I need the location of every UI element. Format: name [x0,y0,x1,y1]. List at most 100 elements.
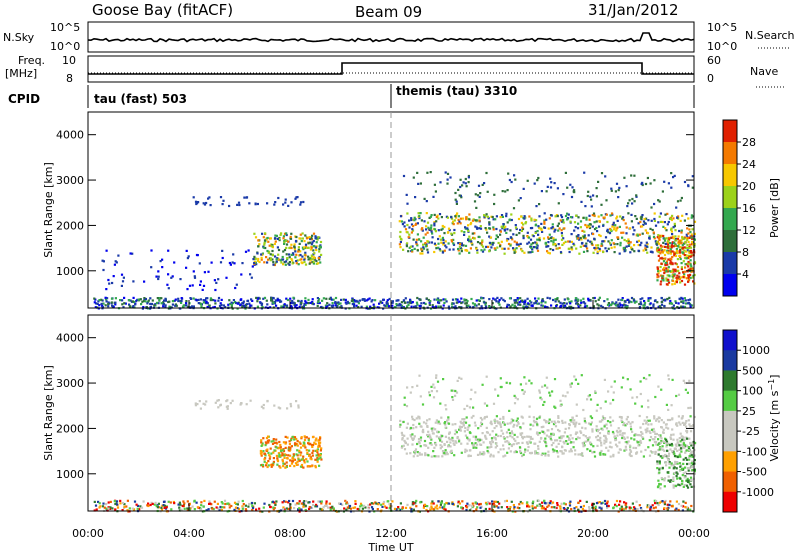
velocity-heatmap-cell [419,439,422,442]
power-heatmap-cell [507,304,510,307]
power-heatmap-cell [644,244,647,247]
velocity-heatmap-cell [303,442,306,445]
velocity-heatmap-cell [600,507,603,510]
power-heatmap-cell [243,305,246,308]
velocity-heatmap-cell [636,441,639,444]
velocity-heatmap-cell [550,438,553,442]
velocity-heatmap-cell [592,445,595,448]
velocity-heatmap-cell [490,445,493,448]
power-heatmap-cell [424,302,427,305]
velocity-heatmap-cell [617,427,620,430]
velocity-heatmap-cell [623,422,626,425]
velocity-heatmap-cell [693,470,696,473]
velocity-heatmap-cell [320,447,323,450]
power-heatmap-cell [594,248,597,251]
power-heatmap-cell [518,301,521,304]
power-heatmap-cell [275,304,278,307]
velocity-heatmap-cell [575,414,578,417]
velocity-heatmap-cell [116,506,120,509]
velocity-heatmap-cell [589,441,592,444]
power-heatmap-cell [400,304,404,307]
power-heatmap-cell [667,182,670,185]
velocity-heatmap-cell [269,505,272,508]
velocity-heatmap-cell [519,432,522,435]
power-heatmap-cell [621,217,624,220]
power-heatmap-cell [459,222,462,225]
power-heatmap-cell [665,279,668,282]
velocity-heatmap-cell [275,454,278,457]
power-heatmap-cell [185,249,188,252]
power-heatmap-cell [486,215,490,218]
power-heatmap-cell [577,234,580,237]
velocity-heatmap-cell [367,507,370,510]
power-heatmap-cell [659,269,662,272]
power-heatmap-cell [385,304,388,307]
power-heatmap-cell [295,304,298,307]
velocity-heatmap-cell [595,425,598,428]
power-heatmap-cell [304,300,307,303]
velocity-heatmap-cell [649,505,652,508]
power-heatmap-cell [352,300,356,303]
velocity-heatmap-cell [412,427,415,430]
power-heatmap-cell [668,242,672,245]
power-heatmap-cell [188,284,192,287]
velocity-heatmap-cell [540,453,543,457]
power-heatmap-cell [512,248,515,251]
velocity-heatmap-cell [267,439,271,442]
power-heatmap-cell [605,213,608,216]
velocity-heatmap-cell [295,437,298,441]
power-heatmap-cell [310,238,313,241]
velocity-heatmap-cell [580,374,583,377]
power-heatmap-cell [305,301,308,304]
power-heatmap-cell [622,246,625,250]
velocity-heatmap-cell [462,424,465,427]
power-heatmap-cell [512,207,516,210]
velocity-heatmap-cell [675,422,678,425]
power-heatmap-cell [170,276,173,279]
velocity-heatmap-cell [434,421,437,424]
power-heatmap-cell [546,185,549,188]
power-heatmap-cell [128,299,131,302]
velocity-heatmap-cell [581,452,584,455]
power-heatmap-cell [610,187,613,190]
power-heatmap-cell [680,296,683,299]
velocity-heatmap-cell [236,503,239,506]
velocity-heatmap-cell [151,502,154,505]
power-heatmap-cell [253,232,256,235]
power-heatmap-cell [596,246,600,250]
power-heatmap-cell [521,227,525,231]
velocity-heatmap-cell [541,385,544,388]
velocity-heatmap-cell [688,455,691,458]
power-heatmap-cell [676,251,679,254]
power-heatmap-cell [558,227,561,230]
power-heatmap-cell [636,234,640,237]
velocity-heatmap-cell [547,429,550,432]
power-heatmap-cell [254,236,258,239]
power-heatmap-cell [410,305,413,308]
velocity-heatmap-cell [684,501,687,504]
power-heatmap-cell [355,304,358,307]
power-heatmap-cell [665,237,668,240]
velocity-heatmap-cell [495,425,498,428]
power-heatmap-cell [522,187,525,190]
velocity-heatmap-cell [508,409,511,412]
velocity-heatmap-cell [609,455,612,458]
power-heatmap-cell [586,247,589,250]
velocity-heatmap-cell [504,440,507,443]
velocity-heatmap-cell [454,429,457,432]
power-heatmap-cell [450,232,453,235]
velocity-heatmap-cell [319,500,322,503]
velocity-heatmap-cell [234,506,238,509]
power-heatmap-cell [437,217,440,220]
velocity-heatmap-cell [311,445,314,448]
power-heatmap-cell [314,246,318,249]
velocity-heatmap-cell [681,467,684,471]
power-heatmap-cell [580,301,583,304]
velocity-heatmap-cell [668,503,671,506]
power-heatmap-cell [290,253,293,256]
velocity-heatmap-cell [288,443,291,446]
velocity-heatmap-cell [494,446,497,449]
power-heatmap-cell [661,220,664,224]
power-heatmap-cell [214,288,217,292]
power-heatmap-cell [567,213,570,216]
